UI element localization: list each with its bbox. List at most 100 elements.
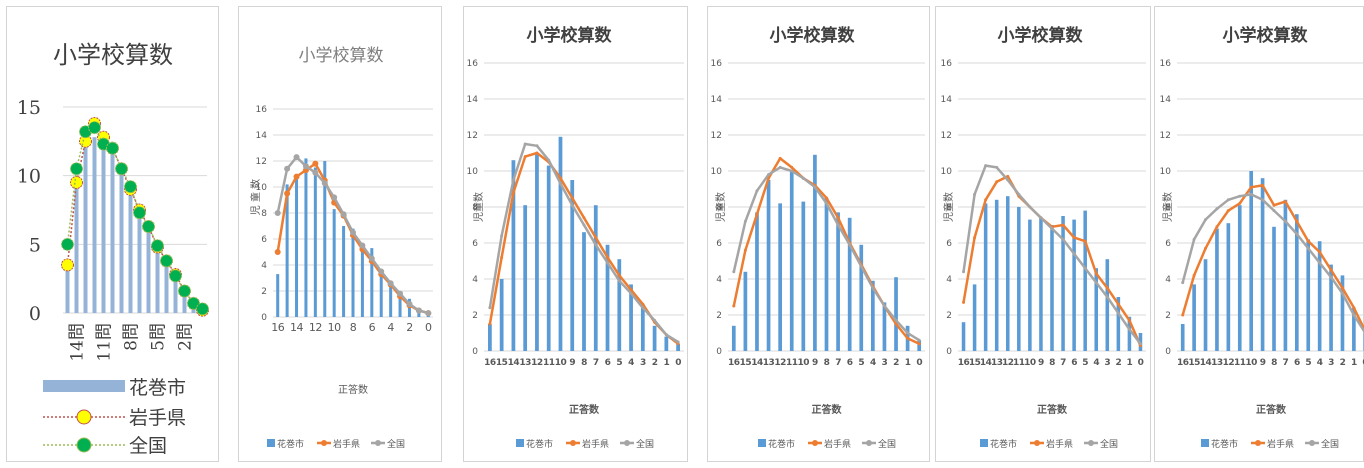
chart-5-x-tick-label: 9 <box>1038 358 1044 368</box>
chart-6-bar <box>1317 241 1322 351</box>
chart-1-national-point <box>115 162 128 176</box>
chart-panel-1: 小学校算数 0 5 10 15 14問 11問 8問 5問 2問 花巻市 岩手県 全国 <box>6 6 219 462</box>
chart-6-bar <box>1203 259 1208 351</box>
chart-4-x-axis-label: 正答数 <box>812 403 843 416</box>
chart-2-national-point <box>284 165 291 172</box>
chart-5-national-point <box>1028 205 1032 209</box>
chart-2-national-point <box>340 211 347 218</box>
chart-2-x-tick-label: 16 <box>271 321 284 334</box>
chart-panel-6: 小学校算数 0 2 4 6 8 10 12 14 16 児童数 16 15 14 13 12 11 10 9 8 7 6 5… <box>1154 6 1364 462</box>
chart-4-legend-label: 岩手県 <box>824 438 851 450</box>
chart-5-pref-point <box>973 236 977 240</box>
chart-6-x-tick-label: 16 <box>1177 358 1189 368</box>
chart-5-legend-label: 花巻市 <box>990 438 1017 450</box>
chart-3-national-point <box>500 234 504 238</box>
chart-2-x-tick-label: 6 <box>369 321 376 334</box>
chart-4-national-point <box>871 286 875 290</box>
chart-6-bar <box>1215 228 1219 351</box>
chart-3-national-point <box>547 158 551 162</box>
chart-4-x-tick-label: 16 <box>728 358 740 368</box>
chart-6-x-tick-label: 14 <box>1200 358 1212 368</box>
chart-5-legend-label: 全国 <box>1100 438 1118 450</box>
chart-5-pref-point <box>1127 318 1131 322</box>
chart-3-national-point <box>617 279 621 283</box>
chart-6-y-tick-label: 2 <box>1165 311 1171 321</box>
chart-2-y-tick-label: 12 <box>256 157 267 167</box>
chart-3-x-tick-label: 2 <box>652 358 658 368</box>
chart-2-national-point <box>274 210 281 216</box>
chart-1-national-point <box>169 269 182 283</box>
chart-3-national-point <box>653 318 657 322</box>
chart-6-x-tick-label: 8 <box>1271 358 1277 368</box>
chart-6-x-tick-label: 0 <box>1362 358 1364 368</box>
chart-4-national-point <box>848 243 852 247</box>
chart-6-pref-point <box>1215 225 1219 229</box>
chart-1-x-tick-label: 11問 <box>95 323 115 362</box>
chart-5-national-point <box>1072 252 1076 256</box>
chart-1-x-tick-label: 5問 <box>149 323 169 351</box>
chart-2-x-tick-label: 14 <box>290 321 303 334</box>
chart-2-y-tick-label: 10 <box>256 183 268 193</box>
chart-3-national-point <box>629 291 633 295</box>
chart-5-pref-point <box>962 300 966 304</box>
chart-4-x-tick-label: 3 <box>882 358 888 368</box>
chart-5-x-tick-label: 13 <box>991 358 1003 368</box>
chart-6-legend-label: 全国 <box>1321 438 1339 450</box>
chart-5-bar <box>1116 297 1121 351</box>
chart-2-bar <box>304 158 308 317</box>
chart-6-bar <box>1294 214 1299 351</box>
chart-4-bar <box>836 212 840 351</box>
chart-4-national-point <box>859 264 863 268</box>
chart-3-national-point <box>664 333 668 337</box>
chart-4-bar <box>894 277 898 351</box>
chart-panel-2: 小学校算数 0 2 4 6 8 10 12 14 16 児 童 数 16 14 12 10 8 6 4 2 0 正答数花… <box>238 6 442 462</box>
chart-2-pref-point <box>284 190 291 197</box>
chart-6-x-axis-label: 正答数 <box>1256 403 1287 416</box>
chart-4-pref-point <box>755 212 759 216</box>
chart-2-y-tick-label: 2 <box>261 287 267 297</box>
chart-5-y-tick-label: 12 <box>941 131 952 141</box>
chart-6-x-tick-label: 2 <box>1340 358 1346 368</box>
chart-1-legend-label: 岩手県 <box>129 407 186 429</box>
chart-1-bar <box>74 178 79 313</box>
chart-5-national-point <box>1083 266 1087 270</box>
chart-1-bar <box>110 148 115 313</box>
chart-1-bar <box>119 168 124 313</box>
chart-1-national-point <box>178 284 191 298</box>
chart-4-bar <box>870 280 875 351</box>
chart-3-bar <box>629 284 633 351</box>
chart-6-pref-point <box>1204 246 1208 250</box>
chart-2-y-tick-label: 4 <box>261 261 267 271</box>
chart-1-legend-marker-national <box>76 437 92 453</box>
chart-4-x-tick-label: 0 <box>916 358 922 368</box>
chart-1-bar <box>101 139 106 313</box>
chart-5-bar <box>1050 225 1054 351</box>
chart-4-x-tick-label: 8 <box>824 358 830 368</box>
chart-6-y-axis-label: 児童数 <box>1161 192 1174 222</box>
chart-3-bar <box>511 160 516 351</box>
chart-3-y-tick-label: 8 <box>472 203 478 213</box>
chart-6-y-tick-label: 0 <box>1165 347 1171 357</box>
chart-5-bar <box>1005 196 1010 351</box>
chart-4-y-tick-label: 14 <box>711 95 723 105</box>
chart-4-y-axis-label: 児童数 <box>714 192 727 222</box>
chart-4-national-point <box>836 223 840 227</box>
chart-1-bar <box>164 260 169 313</box>
chart-1-bar <box>182 289 187 313</box>
chart-1-national-point <box>151 239 164 253</box>
chart-1-y-tick-label: 0 <box>29 303 41 325</box>
chart-2-national-point <box>302 163 309 170</box>
chart-6-national-point <box>1283 219 1287 223</box>
chart-6-national-point <box>1204 218 1208 222</box>
chart-1-y-tick-label: 5 <box>29 234 41 256</box>
chart-3-x-tick-label: 14 <box>508 358 520 368</box>
chart-6-national-point <box>1238 194 1242 198</box>
chart-5-bar <box>961 322 966 351</box>
chart-6-pref-point <box>1238 201 1242 205</box>
chart-2-pref-point <box>274 249 281 255</box>
chart-1-legend-label: 全国 <box>129 435 167 457</box>
chart-6-legend-swatch-city <box>1201 439 1209 447</box>
chart-6-pref-point <box>1340 286 1344 290</box>
chart-1-national-line <box>66 126 203 310</box>
